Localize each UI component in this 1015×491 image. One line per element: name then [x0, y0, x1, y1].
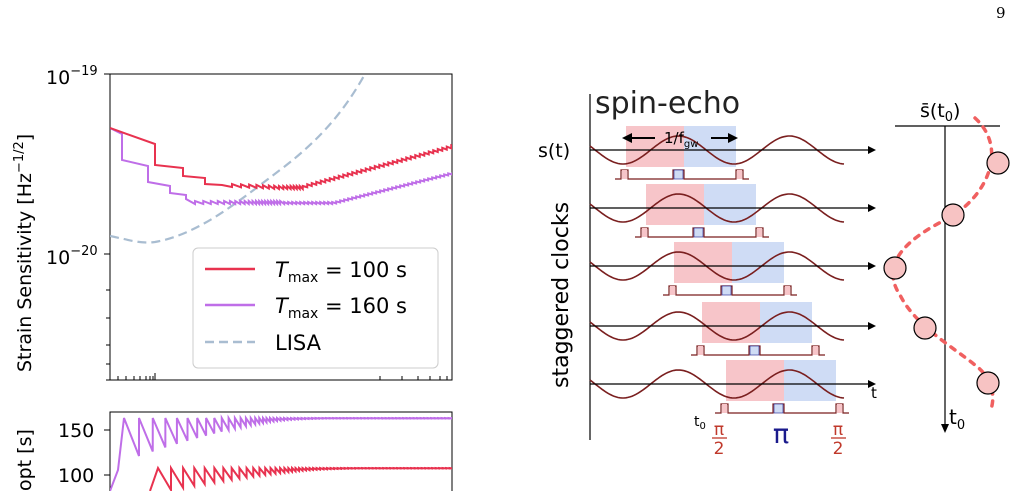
- time-axis-label: t: [871, 384, 877, 402]
- t160-topt-curve: [110, 414, 452, 491]
- avg-dot: [986, 151, 1010, 175]
- clock-wave: [589, 311, 845, 341]
- echo-window-after: [704, 184, 756, 225]
- avg-signal-label: s̄(t0): [920, 100, 960, 125]
- pi-label: π: [773, 419, 789, 450]
- clock-row: [589, 242, 876, 296]
- avg-dots: [883, 151, 1010, 395]
- echo-window-after: [784, 360, 836, 401]
- pi-pulse: [749, 345, 760, 356]
- svg-text:2: 2: [714, 439, 725, 459]
- legend-label-lisa: LISA: [275, 331, 322, 355]
- ytick-label-150: 150: [58, 420, 94, 442]
- half-pi-label-right: π 2: [831, 420, 846, 459]
- t100-curve: [110, 127, 452, 192]
- avg-dot: [976, 371, 1000, 395]
- echo-window-after: [760, 302, 812, 343]
- clock-row: [589, 184, 876, 238]
- echo-window-after: [684, 126, 736, 167]
- avg-signal-curve: [891, 116, 995, 414]
- half-pi-pulse: [698, 346, 703, 355]
- time-axis-arrowhead: [868, 262, 876, 270]
- minor-yticks: [106, 289, 110, 381]
- period-arrow: 1/fgw: [622, 129, 738, 150]
- top-ylabel: Strain Sensitivity [Hz−1/2]: [12, 134, 36, 372]
- bottom-ylabel: opt [s]: [14, 429, 36, 491]
- clock-wave: [589, 251, 845, 281]
- legend-label-t160: Tmax = 160 s: [275, 294, 407, 322]
- pi-pulse: [721, 285, 732, 296]
- half-pi-pulse: [642, 228, 647, 237]
- echo-window-after: [732, 242, 784, 283]
- half-pi-pulse: [737, 170, 742, 179]
- clock-row: [589, 360, 876, 414]
- echo-window-before: [726, 360, 784, 401]
- avg-dot: [883, 256, 907, 280]
- half-pi-pulse: [722, 404, 727, 413]
- t0-label: t0: [694, 414, 706, 432]
- half-pi-pulse: [837, 404, 842, 413]
- svg-text:2: 2: [833, 439, 844, 459]
- clock-row: [589, 126, 876, 180]
- svg-text:π: π: [833, 420, 843, 440]
- time-axis-arrowhead: [868, 146, 876, 154]
- avg-t0-label: t0: [949, 405, 965, 433]
- legend-label-t100: Tmax = 100 s: [275, 258, 407, 286]
- t100-topt-curve: [149, 464, 452, 491]
- time-axis-arrowhead: [868, 322, 876, 330]
- half-pi-pulse: [813, 346, 818, 355]
- page-number: 9: [996, 4, 1006, 22]
- ytick-label-mid: 10−20: [46, 244, 98, 269]
- pi-pulse: [673, 169, 684, 180]
- t-opt-plot: 150 100 opt [s]: [14, 411, 453, 491]
- staggered-clocks-label: staggered clocks: [549, 202, 574, 388]
- legend: Tmax = 100 s Tmax = 160 s LISA: [192, 247, 439, 369]
- period-label: 1/fgw: [664, 129, 698, 150]
- time-axis-arrowhead: [868, 204, 876, 212]
- pi-pulse: [693, 227, 704, 238]
- avg-dot: [941, 203, 965, 227]
- avg-axis-arrowhead: [941, 424, 949, 433]
- clock-wave: [589, 135, 845, 165]
- pi-pulse: [773, 403, 784, 414]
- half-pi-pulse: [785, 286, 790, 295]
- ytick-label-top: 10−19: [46, 64, 98, 89]
- half-pi-pulse: [622, 170, 627, 179]
- svg-text:π: π: [714, 420, 724, 440]
- minor-xticks: [117, 373, 448, 380]
- echo-window-before: [702, 302, 760, 343]
- half-pi-pulse: [670, 286, 675, 295]
- signal-label: s(t): [538, 140, 570, 162]
- avg-dot: [913, 316, 937, 340]
- legend-box: [192, 247, 439, 369]
- t160-curve: [110, 127, 452, 207]
- clock-wave: [589, 193, 845, 223]
- top-plot-frame: [109, 73, 453, 381]
- diagram-title: spin-echo: [595, 86, 740, 121]
- half-pi-pulse: [757, 228, 762, 237]
- clock-rows: [589, 126, 876, 414]
- bottom-plot-frame: [109, 411, 453, 491]
- lisa-curve: [110, 74, 366, 244]
- half-pi-label-left: π 2: [712, 420, 727, 459]
- strain-sensitivity-plot: 10−19 10−20 Strain Sensitivity [Hz−1/2] …: [12, 64, 453, 381]
- ytick-label-100: 100: [58, 465, 94, 487]
- spin-echo-diagram: spin-echo 1/fgw s(t) staggered clocks t …: [538, 86, 1010, 459]
- clock-wave: [589, 369, 845, 399]
- time-axis-arrowhead: [868, 380, 876, 388]
- clock-row: [589, 302, 876, 356]
